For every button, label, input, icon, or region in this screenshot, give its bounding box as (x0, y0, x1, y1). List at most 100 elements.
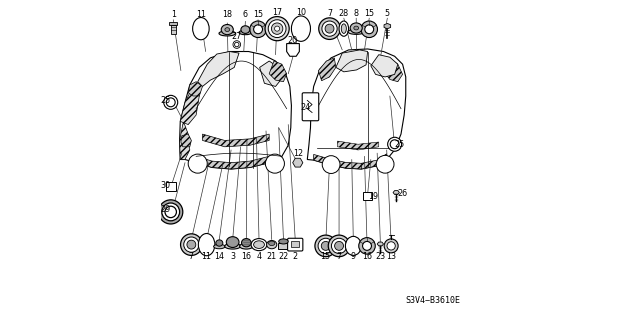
Circle shape (265, 17, 289, 41)
FancyBboxPatch shape (302, 93, 319, 121)
Polygon shape (362, 154, 387, 169)
Circle shape (253, 25, 262, 34)
Text: 1: 1 (171, 10, 176, 19)
Polygon shape (393, 191, 399, 195)
Polygon shape (181, 134, 191, 147)
Ellipse shape (198, 234, 215, 256)
Circle shape (180, 234, 202, 256)
FancyBboxPatch shape (278, 243, 289, 249)
Text: 15: 15 (364, 9, 374, 18)
Text: 12: 12 (293, 149, 303, 158)
Text: 29: 29 (160, 205, 170, 214)
Polygon shape (307, 49, 406, 169)
Polygon shape (180, 86, 199, 124)
Circle shape (328, 235, 350, 257)
Text: 13: 13 (386, 252, 396, 261)
Polygon shape (180, 122, 190, 160)
Circle shape (322, 156, 340, 174)
Text: 15: 15 (253, 10, 263, 19)
FancyBboxPatch shape (291, 241, 299, 247)
Polygon shape (337, 141, 379, 150)
Ellipse shape (227, 237, 239, 248)
Polygon shape (336, 50, 367, 72)
Ellipse shape (348, 29, 364, 34)
Circle shape (365, 25, 374, 34)
Ellipse shape (219, 31, 236, 36)
Ellipse shape (239, 30, 252, 35)
Circle shape (235, 42, 239, 47)
Circle shape (162, 203, 180, 221)
Text: 7: 7 (337, 252, 342, 261)
Circle shape (325, 24, 334, 33)
Text: 7: 7 (327, 9, 332, 18)
Text: 26: 26 (397, 189, 407, 198)
Ellipse shape (267, 241, 277, 249)
Circle shape (184, 237, 199, 252)
Text: 28: 28 (339, 9, 349, 18)
Polygon shape (180, 51, 291, 169)
Circle shape (384, 239, 398, 253)
Circle shape (266, 154, 284, 173)
Text: 10: 10 (296, 8, 306, 17)
Ellipse shape (241, 239, 251, 247)
Text: 7: 7 (189, 252, 194, 261)
Ellipse shape (354, 26, 358, 30)
Ellipse shape (193, 18, 209, 40)
Circle shape (332, 238, 347, 254)
Text: 23: 23 (375, 252, 385, 261)
Circle shape (388, 137, 402, 151)
Circle shape (233, 41, 241, 48)
Text: 24: 24 (300, 103, 310, 112)
Circle shape (361, 21, 378, 38)
Circle shape (159, 200, 183, 224)
Ellipse shape (251, 239, 267, 251)
Circle shape (295, 160, 300, 165)
Ellipse shape (225, 28, 230, 32)
Polygon shape (292, 158, 303, 167)
Text: 14: 14 (214, 252, 224, 261)
Polygon shape (196, 156, 269, 169)
Ellipse shape (278, 239, 288, 244)
Text: 20: 20 (287, 36, 297, 45)
Ellipse shape (339, 21, 349, 36)
Text: 11: 11 (202, 252, 212, 261)
Circle shape (164, 95, 178, 109)
Circle shape (387, 242, 396, 250)
Circle shape (335, 241, 344, 250)
Ellipse shape (291, 16, 310, 41)
Text: 5: 5 (385, 9, 390, 18)
Text: 22: 22 (278, 252, 289, 261)
FancyBboxPatch shape (170, 22, 177, 25)
Circle shape (376, 155, 394, 173)
Text: 17: 17 (272, 8, 282, 17)
Circle shape (321, 241, 330, 250)
Polygon shape (383, 58, 403, 82)
Text: 19: 19 (368, 192, 378, 202)
Circle shape (165, 206, 177, 218)
Text: 18: 18 (222, 10, 232, 19)
FancyBboxPatch shape (287, 238, 303, 251)
Ellipse shape (225, 243, 241, 249)
Circle shape (250, 21, 266, 38)
Text: 21: 21 (267, 252, 276, 261)
Polygon shape (319, 58, 336, 81)
FancyBboxPatch shape (171, 25, 176, 34)
Polygon shape (198, 51, 239, 86)
Ellipse shape (241, 26, 250, 33)
Ellipse shape (269, 241, 275, 246)
Polygon shape (202, 134, 269, 147)
Text: 16: 16 (241, 252, 252, 261)
Text: 15: 15 (321, 252, 331, 261)
Polygon shape (269, 61, 287, 82)
Polygon shape (384, 23, 390, 29)
Circle shape (359, 238, 375, 254)
Polygon shape (314, 154, 362, 169)
Ellipse shape (341, 24, 346, 33)
Text: 30: 30 (160, 181, 170, 190)
Circle shape (275, 26, 280, 31)
Ellipse shape (350, 23, 362, 33)
Ellipse shape (216, 240, 223, 246)
Circle shape (187, 240, 196, 249)
Circle shape (322, 21, 337, 36)
Text: 4: 4 (257, 252, 262, 261)
